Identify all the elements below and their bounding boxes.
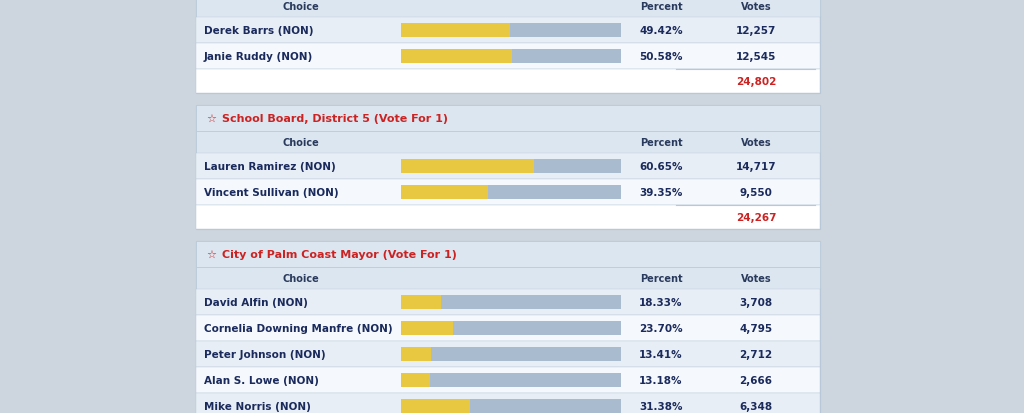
FancyBboxPatch shape bbox=[196, 154, 820, 180]
Text: 12,545: 12,545 bbox=[736, 52, 776, 62]
Text: Votes: Votes bbox=[740, 2, 771, 12]
Text: Percent: Percent bbox=[640, 138, 682, 147]
Text: Percent: Percent bbox=[640, 2, 682, 12]
FancyBboxPatch shape bbox=[401, 50, 512, 64]
FancyBboxPatch shape bbox=[196, 315, 820, 341]
FancyBboxPatch shape bbox=[454, 321, 621, 335]
Text: David Alfin (NON): David Alfin (NON) bbox=[204, 297, 308, 307]
FancyBboxPatch shape bbox=[196, 341, 820, 367]
Text: 49.42%: 49.42% bbox=[639, 26, 683, 36]
FancyBboxPatch shape bbox=[401, 186, 487, 199]
Text: 18.33%: 18.33% bbox=[639, 297, 683, 307]
FancyBboxPatch shape bbox=[535, 160, 621, 173]
Text: 31.38%: 31.38% bbox=[639, 401, 683, 411]
Text: Votes: Votes bbox=[740, 138, 771, 147]
FancyBboxPatch shape bbox=[401, 399, 470, 413]
FancyBboxPatch shape bbox=[470, 399, 621, 413]
Text: 13.18%: 13.18% bbox=[639, 375, 683, 385]
FancyBboxPatch shape bbox=[401, 373, 430, 387]
Text: ☆: ☆ bbox=[206, 114, 216, 124]
FancyBboxPatch shape bbox=[430, 373, 621, 387]
Text: 4,795: 4,795 bbox=[739, 323, 772, 333]
Text: 24,802: 24,802 bbox=[736, 77, 776, 87]
FancyBboxPatch shape bbox=[196, 106, 820, 230]
Text: Mike Norris (NON): Mike Norris (NON) bbox=[204, 401, 311, 411]
Text: Percent: Percent bbox=[640, 273, 682, 283]
FancyBboxPatch shape bbox=[196, 242, 820, 413]
Text: 12,257: 12,257 bbox=[736, 26, 776, 36]
FancyBboxPatch shape bbox=[401, 24, 510, 38]
Text: Vincent Sullivan (NON): Vincent Sullivan (NON) bbox=[204, 188, 339, 197]
FancyBboxPatch shape bbox=[512, 50, 621, 64]
FancyBboxPatch shape bbox=[430, 347, 621, 361]
Text: Choice: Choice bbox=[283, 138, 319, 147]
FancyBboxPatch shape bbox=[196, 367, 820, 393]
Text: 13.41%: 13.41% bbox=[639, 349, 683, 359]
FancyBboxPatch shape bbox=[196, 0, 820, 18]
FancyBboxPatch shape bbox=[196, 132, 820, 154]
Text: 50.58%: 50.58% bbox=[639, 52, 683, 62]
FancyBboxPatch shape bbox=[401, 347, 430, 361]
Text: City of Palm Coast Mayor (Vote For 1): City of Palm Coast Mayor (Vote For 1) bbox=[222, 249, 457, 259]
FancyBboxPatch shape bbox=[196, 0, 820, 94]
Text: Alan S. Lowe (NON): Alan S. Lowe (NON) bbox=[204, 375, 318, 385]
Text: Derek Barrs (NON): Derek Barrs (NON) bbox=[204, 26, 313, 36]
Text: Cornelia Downing Manfre (NON): Cornelia Downing Manfre (NON) bbox=[204, 323, 392, 333]
Text: 23.70%: 23.70% bbox=[639, 323, 683, 333]
Text: Votes: Votes bbox=[740, 273, 771, 283]
FancyBboxPatch shape bbox=[196, 18, 820, 44]
FancyBboxPatch shape bbox=[196, 180, 820, 206]
FancyBboxPatch shape bbox=[401, 296, 441, 309]
Text: Choice: Choice bbox=[283, 273, 319, 283]
FancyBboxPatch shape bbox=[196, 289, 820, 315]
Text: 2,666: 2,666 bbox=[739, 375, 772, 385]
FancyBboxPatch shape bbox=[196, 44, 820, 70]
Text: Janie Ruddy (NON): Janie Ruddy (NON) bbox=[204, 52, 313, 62]
Text: 3,708: 3,708 bbox=[739, 297, 772, 307]
FancyBboxPatch shape bbox=[401, 321, 454, 335]
Text: 24,267: 24,267 bbox=[736, 212, 776, 223]
FancyBboxPatch shape bbox=[401, 160, 535, 173]
Text: Choice: Choice bbox=[283, 2, 319, 12]
FancyBboxPatch shape bbox=[196, 70, 820, 94]
Text: 2,712: 2,712 bbox=[739, 349, 772, 359]
Text: Lauren Ramirez (NON): Lauren Ramirez (NON) bbox=[204, 161, 336, 171]
Text: 39.35%: 39.35% bbox=[639, 188, 683, 197]
FancyBboxPatch shape bbox=[196, 206, 820, 230]
FancyBboxPatch shape bbox=[487, 186, 621, 199]
Text: 9,550: 9,550 bbox=[739, 188, 772, 197]
Text: ☆: ☆ bbox=[206, 249, 216, 259]
Text: 6,348: 6,348 bbox=[739, 401, 772, 411]
FancyBboxPatch shape bbox=[441, 296, 621, 309]
Text: School Board, District 5 (Vote For 1): School Board, District 5 (Vote For 1) bbox=[222, 114, 449, 124]
FancyBboxPatch shape bbox=[196, 393, 820, 413]
Text: Peter Johnson (NON): Peter Johnson (NON) bbox=[204, 349, 326, 359]
FancyBboxPatch shape bbox=[196, 267, 820, 289]
Text: 60.65%: 60.65% bbox=[639, 161, 683, 171]
Text: 14,717: 14,717 bbox=[735, 161, 776, 171]
FancyBboxPatch shape bbox=[196, 106, 820, 132]
FancyBboxPatch shape bbox=[196, 242, 820, 267]
FancyBboxPatch shape bbox=[510, 24, 621, 38]
